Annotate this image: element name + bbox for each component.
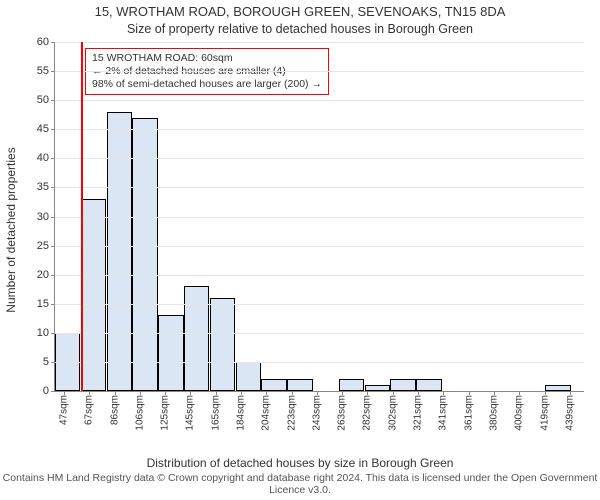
histogram-bar <box>236 362 261 391</box>
x-tick-label: 204sqm <box>261 391 272 431</box>
y-tick-mark <box>51 391 55 392</box>
y-tick-label: 35 <box>37 181 49 193</box>
x-tick-label: 263sqm <box>337 391 348 431</box>
footer-attribution: Contains HM Land Registry data © Crown c… <box>0 472 600 496</box>
y-tick-mark <box>51 246 55 247</box>
y-tick-mark <box>51 187 55 188</box>
y-axis-label: Number of detached properties <box>4 65 18 230</box>
histogram-bar <box>287 379 312 391</box>
y-tick-mark <box>51 304 55 305</box>
y-tick-mark <box>51 100 55 101</box>
grid-line <box>55 304 584 305</box>
y-tick-mark <box>51 42 55 43</box>
histogram-bar <box>390 379 415 391</box>
histogram-bar <box>184 286 209 391</box>
plot-area: 15 WROTHAM ROAD: 60sqm← 2% of detached h… <box>54 42 584 392</box>
x-tick-label: 282sqm <box>362 391 373 431</box>
grid-line <box>55 217 584 218</box>
y-tick-label: 5 <box>43 356 49 368</box>
x-tick-label: 419sqm <box>539 391 550 431</box>
grid-line <box>55 71 584 72</box>
grid-line <box>55 275 584 276</box>
x-tick-label: 400sqm <box>514 391 525 431</box>
x-tick-label: 439sqm <box>564 391 575 431</box>
grid-line <box>55 100 584 101</box>
y-tick-label: 0 <box>43 385 49 397</box>
grid-line <box>55 246 584 247</box>
grid-line <box>55 42 584 43</box>
y-tick-label: 50 <box>37 94 49 106</box>
y-tick-label: 20 <box>37 269 49 281</box>
x-tick-label: 341sqm <box>438 391 449 431</box>
y-tick-label: 45 <box>37 123 49 135</box>
x-tick-label: 125sqm <box>160 391 171 431</box>
reference-line <box>81 42 83 391</box>
x-tick-label: 243sqm <box>311 391 322 431</box>
y-tick-mark <box>51 129 55 130</box>
y-tick-mark <box>51 158 55 159</box>
grid-line <box>55 362 584 363</box>
y-tick-mark <box>51 362 55 363</box>
x-tick-label: 47sqm <box>59 391 70 425</box>
y-tick-label: 40 <box>37 152 49 164</box>
y-tick-label: 10 <box>37 327 49 339</box>
x-tick-label: 145sqm <box>185 391 196 431</box>
annotation-line: 15 WROTHAM ROAD: 60sqm <box>92 52 322 65</box>
y-tick-label: 25 <box>37 240 49 252</box>
x-tick-label: 184sqm <box>236 391 247 431</box>
x-axis-label: Distribution of detached houses by size … <box>0 456 600 470</box>
histogram-bar <box>416 379 441 391</box>
histogram-bar <box>339 379 364 391</box>
y-tick-mark <box>51 71 55 72</box>
annotation-line: 98% of semi-detached houses are larger (… <box>92 78 322 91</box>
chart-title-sub: Size of property relative to detached ho… <box>0 22 600 36</box>
grid-line <box>55 187 584 188</box>
x-tick-label: 380sqm <box>488 391 499 431</box>
x-tick-label: 223sqm <box>286 391 297 431</box>
x-tick-label: 302sqm <box>387 391 398 431</box>
x-tick-label: 86sqm <box>109 391 120 425</box>
x-tick-label: 321sqm <box>413 391 424 431</box>
histogram-bar <box>261 379 286 391</box>
chart-title-main: 15, WROTHAM ROAD, BOROUGH GREEN, SEVENOA… <box>0 4 600 19</box>
y-tick-mark <box>51 275 55 276</box>
grid-line <box>55 158 584 159</box>
y-tick-label: 30 <box>37 211 49 223</box>
y-tick-label: 55 <box>37 65 49 77</box>
y-tick-mark <box>51 333 55 334</box>
histogram-bar <box>107 112 132 391</box>
x-tick-label: 106sqm <box>134 391 145 431</box>
y-tick-label: 15 <box>37 298 49 310</box>
histogram-bar <box>210 298 235 391</box>
y-tick-mark <box>51 217 55 218</box>
histogram-bar <box>158 315 183 391</box>
grid-line <box>55 129 584 130</box>
x-tick-label: 361sqm <box>463 391 474 431</box>
x-tick-label: 67sqm <box>84 391 95 425</box>
grid-line <box>55 333 584 334</box>
y-tick-label: 60 <box>37 36 49 48</box>
x-tick-label: 165sqm <box>210 391 221 431</box>
